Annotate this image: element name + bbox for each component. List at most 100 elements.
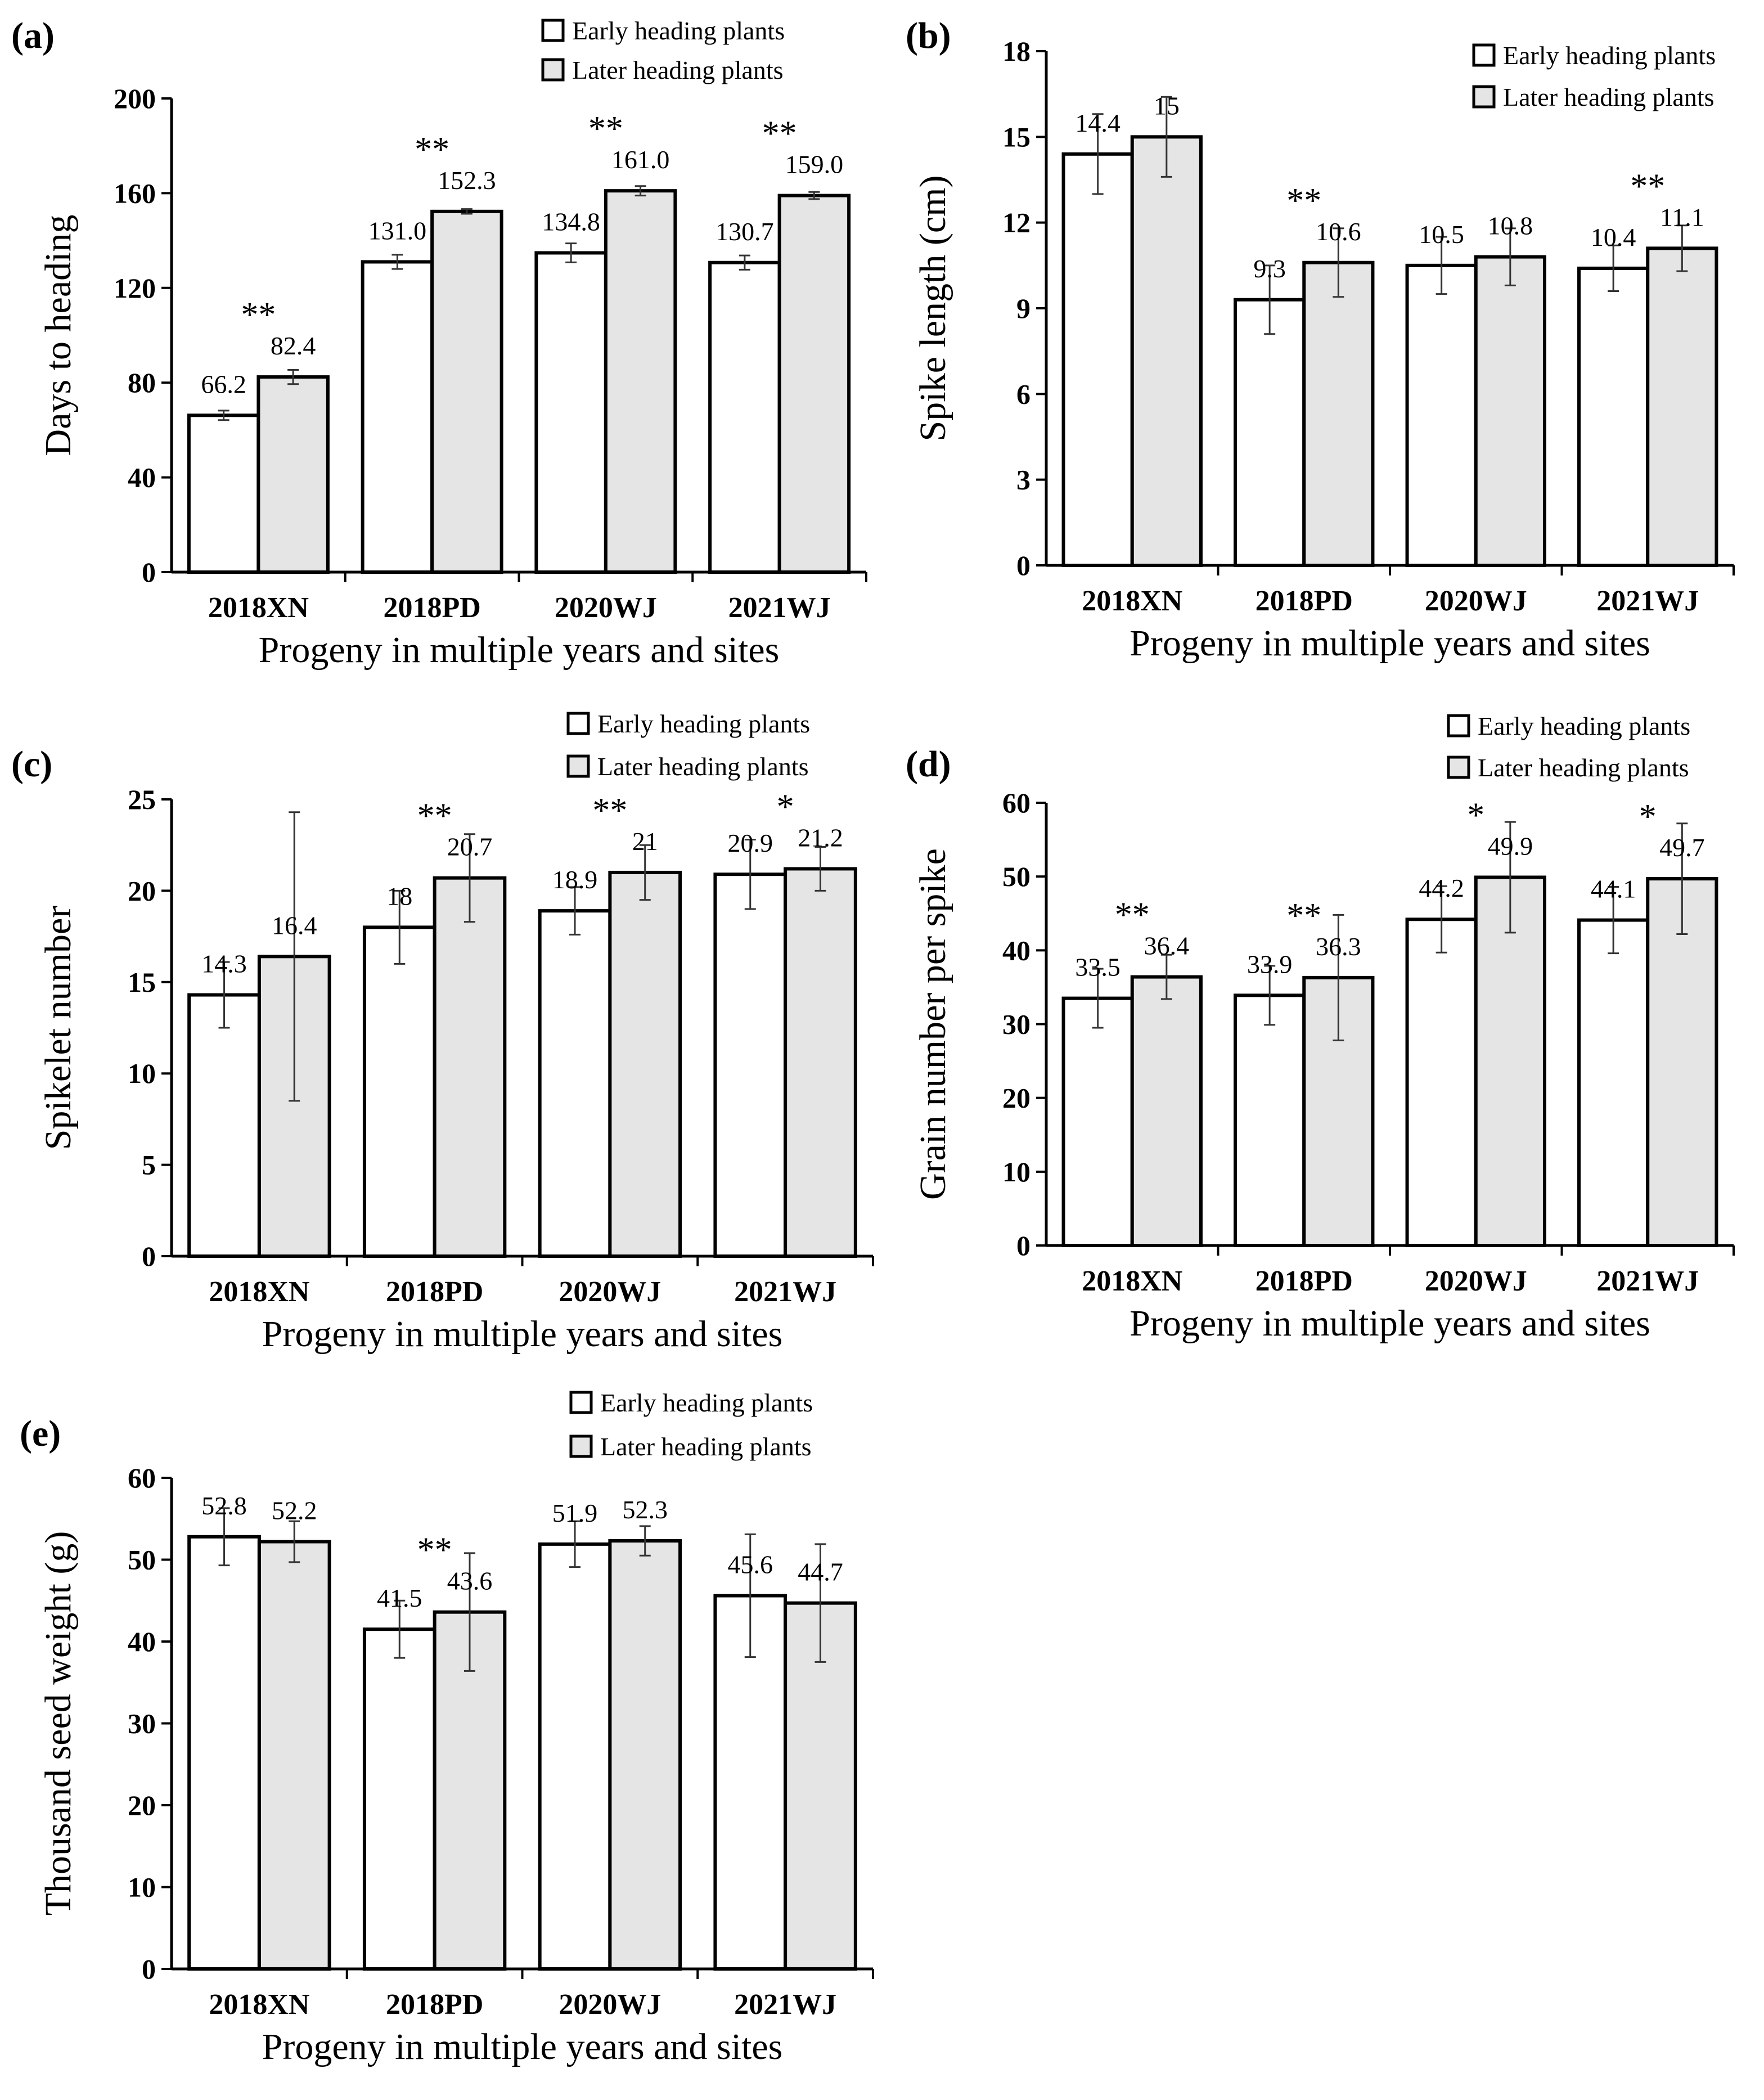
bar-later (784, 1601, 857, 1971)
y-tick-label: 15 (1002, 121, 1030, 152)
x-category-label: 2020WJ (555, 592, 657, 624)
y-tick-label: 5 (142, 1149, 156, 1181)
y-tick-label: 0 (142, 1953, 156, 1985)
chart-panel-a: (a) 0 40 80 120 160 200 Days to heading 2018XN 66… (11, 15, 867, 671)
legend-label: Later heading plants (572, 56, 784, 84)
data-label: 45.6 (728, 1550, 773, 1579)
x-category-label: 2021WJ (734, 1276, 836, 1308)
y-tick-label: 0 (1016, 550, 1030, 581)
x-axis-title: Progeny in multiple years and sites (1130, 623, 1650, 664)
bar-later (1646, 246, 1718, 568)
data-label: 10.8 (1488, 212, 1533, 240)
significance-marker: * (1639, 798, 1657, 836)
bar-later (784, 867, 857, 1258)
y-tick-label: 20 (128, 1789, 156, 1821)
y-tick-label: 40 (128, 1626, 156, 1657)
data-label: 21 (632, 827, 658, 856)
data-label: 15 (1154, 91, 1180, 120)
x-axis-title: Progeny in multiple years and sites (1130, 1303, 1650, 1344)
y-tick-label: 10 (128, 1872, 156, 1903)
bar-early (713, 873, 788, 1258)
legend-label: Early heading plants (600, 1388, 813, 1417)
bar-later (608, 870, 682, 1258)
bar-later (256, 375, 330, 574)
y-tick-label: 10 (1002, 1156, 1030, 1188)
bar-later (1302, 260, 1375, 567)
legend-swatch-later (569, 1435, 593, 1458)
y-axis-title: Days to heading (38, 215, 79, 456)
data-label: 131.0 (368, 216, 427, 245)
legend-swatch-later (1447, 756, 1470, 779)
bar-early (1405, 263, 1478, 568)
x-category-label: 2020WJ (559, 1989, 661, 2021)
x-category-label: 2018XN (208, 592, 309, 624)
significance-marker: ** (241, 296, 276, 334)
data-label: 52.3 (622, 1495, 668, 1524)
y-axis-title: Spikelet number (38, 906, 79, 1150)
panel-label: (c) (11, 744, 52, 785)
legend-swatch-early (1472, 43, 1496, 67)
data-label: 10.6 (1316, 217, 1361, 246)
bar-later (1130, 135, 1203, 568)
significance-marker: * (1467, 796, 1484, 834)
data-label: 20.7 (447, 833, 493, 861)
bar-early (361, 260, 434, 574)
significance-marker: ** (1286, 182, 1321, 220)
data-label: 41.5 (377, 1584, 422, 1612)
panel-label: (a) (11, 15, 55, 56)
bar-early (534, 251, 608, 574)
bar-early (1234, 993, 1306, 1247)
legend-swatch-early (566, 712, 590, 735)
y-tick-label: 18 (1002, 35, 1030, 67)
bar-later (608, 1539, 682, 1971)
x-category-label: 2018XN (209, 1276, 309, 1308)
legend-swatch-early (569, 1391, 593, 1414)
y-tick-label: 30 (128, 1708, 156, 1739)
significance-marker: ** (592, 792, 627, 830)
y-axis-title: Thousand seed weight (g) (38, 1531, 79, 1916)
significance-marker: ** (417, 1531, 452, 1570)
legend-label: Early heading plants (597, 709, 810, 738)
data-label: 36.4 (1144, 932, 1190, 960)
data-label: 51.9 (552, 1499, 598, 1527)
y-tick-label: 20 (128, 875, 156, 906)
x-category-label: 2018PD (383, 592, 480, 624)
y-tick-label: 160 (114, 177, 156, 209)
data-label: 44.1 (1591, 875, 1636, 903)
bar-later (1474, 255, 1546, 568)
y-axis-title: Spike length (cm) (912, 176, 953, 442)
y-tick-label: 15 (128, 966, 156, 998)
bar-early (1234, 298, 1306, 567)
x-category-label: 2018XN (1082, 585, 1182, 617)
data-label: 21.2 (798, 823, 843, 852)
y-tick-label: 30 (1002, 1009, 1030, 1040)
bar-early (538, 909, 612, 1258)
data-label: 49.9 (1488, 831, 1533, 860)
data-label: 9.3 (1253, 254, 1286, 283)
x-axis-title: Progeny in multiple years and sites (262, 2026, 783, 2067)
significance-marker: ** (762, 115, 797, 153)
bar-early (1577, 266, 1650, 567)
legend-label: Later heading plants (600, 1432, 812, 1461)
bar-early (1061, 996, 1134, 1247)
data-label: 52.2 (272, 1496, 317, 1525)
x-category-label: 2018PD (1256, 585, 1353, 617)
data-label: 49.7 (1659, 833, 1705, 862)
data-label: 16.4 (272, 911, 317, 939)
bar-later (777, 194, 851, 574)
panel-label: (d) (906, 744, 951, 785)
data-label: 33.9 (1247, 950, 1293, 978)
y-tick-label: 9 (1016, 293, 1030, 324)
y-tick-label: 50 (1002, 861, 1030, 892)
significance-marker: ** (1630, 167, 1665, 205)
data-label: 134.8 (542, 207, 600, 236)
legend-swatch-later (1472, 85, 1496, 109)
data-label: 10.4 (1591, 223, 1636, 251)
bar-later (433, 876, 507, 1258)
y-tick-label: 50 (128, 1544, 156, 1576)
y-tick-label: 60 (128, 1462, 156, 1494)
y-tick-label: 0 (142, 556, 156, 588)
bar-early (187, 1535, 261, 1971)
significance-marker: ** (415, 131, 449, 169)
